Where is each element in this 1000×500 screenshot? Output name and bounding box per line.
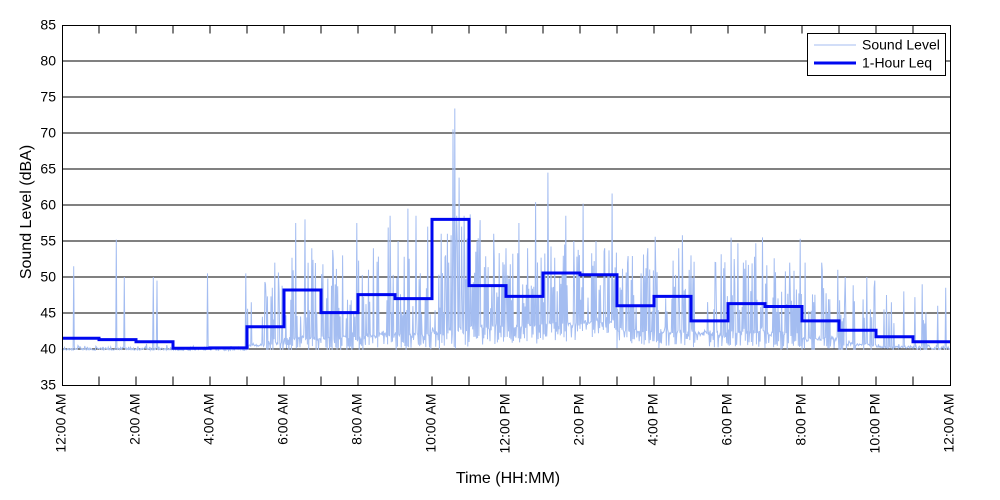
svg-text:8:00 PM: 8:00 PM — [793, 394, 809, 446]
svg-text:10:00 AM: 10:00 AM — [423, 394, 439, 453]
svg-text:4:00 PM: 4:00 PM — [645, 394, 661, 446]
svg-text:12:00 AM: 12:00 AM — [941, 394, 957, 453]
svg-text:1-Hour Leq: 1-Hour Leq — [862, 55, 932, 71]
svg-text:10:00 PM: 10:00 PM — [867, 394, 883, 454]
svg-text:70: 70 — [40, 125, 56, 141]
svg-text:Time (HH:MM): Time (HH:MM) — [456, 470, 560, 487]
svg-text:8:00 AM: 8:00 AM — [349, 394, 365, 445]
svg-text:4:00 AM: 4:00 AM — [201, 394, 217, 445]
svg-text:50: 50 — [40, 269, 56, 285]
svg-text:Sound Level (dBA): Sound Level (dBA) — [18, 145, 35, 279]
svg-text:6:00 AM: 6:00 AM — [275, 394, 291, 445]
svg-text:80: 80 — [40, 53, 56, 69]
svg-text:Sound Level: Sound Level — [862, 37, 940, 53]
svg-text:2:00 PM: 2:00 PM — [571, 394, 587, 446]
svg-text:45: 45 — [40, 305, 56, 321]
svg-text:85: 85 — [40, 17, 56, 33]
svg-text:55: 55 — [40, 233, 56, 249]
svg-text:40: 40 — [40, 341, 56, 357]
svg-text:12:00 PM: 12:00 PM — [497, 394, 513, 454]
svg-text:75: 75 — [40, 89, 56, 105]
svg-text:60: 60 — [40, 197, 56, 213]
svg-text:65: 65 — [40, 161, 56, 177]
svg-text:12:00 AM: 12:00 AM — [53, 394, 69, 453]
svg-text:6:00 PM: 6:00 PM — [719, 394, 735, 446]
svg-text:2:00 AM: 2:00 AM — [127, 394, 143, 445]
svg-text:35: 35 — [40, 377, 56, 393]
